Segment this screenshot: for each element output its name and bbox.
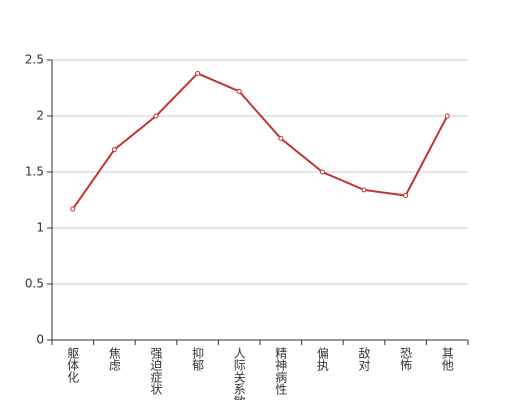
- x-tick-label: 其他: [440, 347, 454, 371]
- point: [195, 70, 201, 76]
- point: [111, 147, 117, 153]
- x-tick-label: 强迫症状: [149, 347, 163, 395]
- point: [444, 113, 450, 119]
- x-tick-label: 精神病性: [274, 347, 288, 396]
- y-tick-label: 1.5: [25, 165, 44, 179]
- point: [153, 113, 159, 119]
- point: [278, 135, 284, 141]
- point: [70, 206, 76, 212]
- x-tick-label: 敌对: [357, 346, 371, 371]
- x-tick-label: 焦虑: [107, 347, 121, 371]
- x-tick-label: 恐怖: [399, 347, 413, 371]
- x-tick-label: 躯体化: [66, 346, 80, 384]
- x-tick-label: 抑郁: [191, 346, 205, 372]
- y-tick-label: 2.5: [25, 53, 44, 67]
- x-tick-label: 偏执: [315, 346, 329, 372]
- point: [403, 193, 409, 199]
- y-tick-label: 1: [36, 221, 44, 235]
- point: [236, 88, 242, 94]
- x-tick-label: 人际关系敏感: [232, 347, 246, 400]
- y-tick-label: 0: [36, 333, 44, 347]
- y-tick-label: 2: [36, 109, 44, 123]
- point: [361, 187, 367, 193]
- y-tick-label: 0.5: [25, 277, 44, 291]
- point: [319, 169, 325, 175]
- line: [71, 72, 449, 210]
